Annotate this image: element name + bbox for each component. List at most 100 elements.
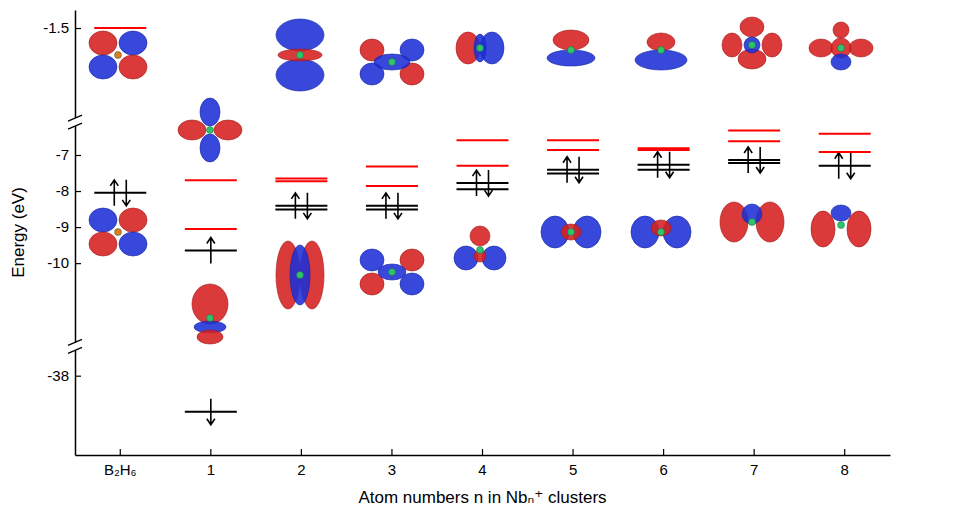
x-tick-mark	[210, 449, 211, 455]
break-mark	[68, 123, 82, 129]
y-tick-label: -9	[56, 218, 69, 235]
orbital-lobe	[214, 120, 242, 140]
x-tick: 2	[297, 449, 305, 478]
atom	[297, 52, 304, 59]
x-tick-mark	[663, 449, 664, 455]
orbital-lobe	[762, 33, 782, 57]
orbital-picture	[178, 98, 242, 162]
y-tick-mark	[75, 155, 81, 156]
atom	[838, 222, 845, 229]
spin-arrow	[122, 180, 130, 206]
energy-level	[275, 177, 327, 179]
energy-level	[457, 139, 509, 141]
x-tick-mark	[844, 449, 845, 455]
energy-level	[366, 205, 418, 207]
orbital-picture	[809, 22, 873, 70]
atom	[749, 42, 756, 49]
orbital-lobe	[811, 211, 835, 247]
orbital-lobe	[474, 34, 486, 62]
orbital-lobe	[744, 37, 760, 53]
energy-level	[457, 182, 509, 184]
x-axis-title: Atom numbers n in Nbₙ⁺ clusters	[358, 488, 606, 507]
atom	[749, 219, 756, 226]
orbital-lobe	[290, 245, 310, 305]
y-tick: -10	[47, 254, 81, 271]
orbital-lobe	[200, 134, 220, 162]
break-mark	[68, 347, 82, 353]
orbital-lobe	[178, 120, 206, 140]
orbital-lobe	[89, 31, 117, 55]
energy-level	[728, 140, 780, 142]
x-tick-mark	[572, 449, 573, 455]
energy-level	[185, 228, 237, 230]
spin-arrow	[382, 193, 390, 219]
y-axis-line	[75, 11, 77, 456]
y-tick-label: -8	[56, 182, 69, 199]
atom	[115, 52, 122, 59]
y-tick-mark	[75, 263, 81, 264]
orbital-lobe	[831, 54, 851, 70]
atom	[477, 45, 484, 52]
orbital-picture	[722, 17, 782, 69]
plot-area	[94, 28, 870, 425]
energy-level	[638, 169, 690, 171]
orbital-picture	[811, 205, 871, 247]
x-tick: B₂H₆	[104, 449, 137, 478]
atom	[207, 315, 214, 322]
x-tick-mark	[482, 449, 483, 455]
energy-level	[457, 188, 509, 190]
orbital-picture	[276, 19, 324, 91]
x-axis: B₂H₆12345678	[76, 449, 891, 478]
break-mark	[68, 339, 82, 345]
orbital-picture	[276, 241, 324, 309]
x-tick-label: B₂H₆	[104, 461, 137, 478]
energy-level	[547, 139, 599, 141]
energy-level	[366, 208, 418, 210]
orbital-lobe	[192, 284, 228, 324]
y-tick-label: -1.5	[43, 19, 69, 36]
spin-arrow	[654, 152, 662, 178]
atom	[658, 229, 665, 236]
orbital-picture	[541, 216, 601, 248]
y-tick: -1.5	[43, 19, 81, 36]
x-tick-label: 1	[207, 461, 215, 478]
x-tick-mark	[754, 449, 755, 455]
x-tick-mark	[391, 449, 392, 455]
x-tick-label: 2	[297, 461, 305, 478]
x-tick: 3	[388, 449, 396, 478]
atom	[658, 47, 665, 54]
spin-arrow	[563, 157, 571, 183]
x-tick: 6	[659, 449, 667, 478]
energy-level	[275, 208, 327, 210]
spin-arrow	[394, 193, 402, 219]
orbital-lobe	[833, 22, 849, 38]
spin-arrow	[485, 170, 493, 196]
orbital-lobe	[200, 98, 220, 126]
x-tick: 5	[569, 449, 577, 478]
y-axis-title: Energy (eV)	[9, 187, 28, 278]
x-tick-label: 5	[569, 461, 577, 478]
level-series	[94, 28, 870, 229]
energy-level	[275, 205, 327, 207]
atom	[389, 59, 396, 66]
orbital-lobe	[722, 33, 742, 57]
x-tick-label: 8	[841, 461, 849, 478]
chart: -38-10-9-8-7-1.5B₂H₆12345678Energy (eV)A…	[0, 0, 971, 515]
spin-arrow	[847, 153, 855, 179]
orbital-picture	[89, 31, 147, 79]
x-tick-mark	[120, 449, 121, 455]
orbital-picture	[456, 32, 504, 64]
orbital-picture	[192, 284, 228, 344]
y-tick-mark	[75, 227, 81, 228]
energy-level	[819, 151, 871, 153]
orbital-lobe	[847, 211, 871, 247]
orbital-lobe	[278, 49, 322, 61]
orbital-lobe	[651, 220, 671, 236]
atom	[838, 45, 845, 52]
energy-level	[819, 165, 871, 167]
orbital-lobe	[374, 54, 410, 70]
orbital-lobe	[740, 17, 764, 37]
orbital-picture	[360, 39, 424, 85]
y-tick: -7	[56, 146, 81, 163]
y-axis: -38-10-9-8-7-1.5	[43, 11, 81, 456]
